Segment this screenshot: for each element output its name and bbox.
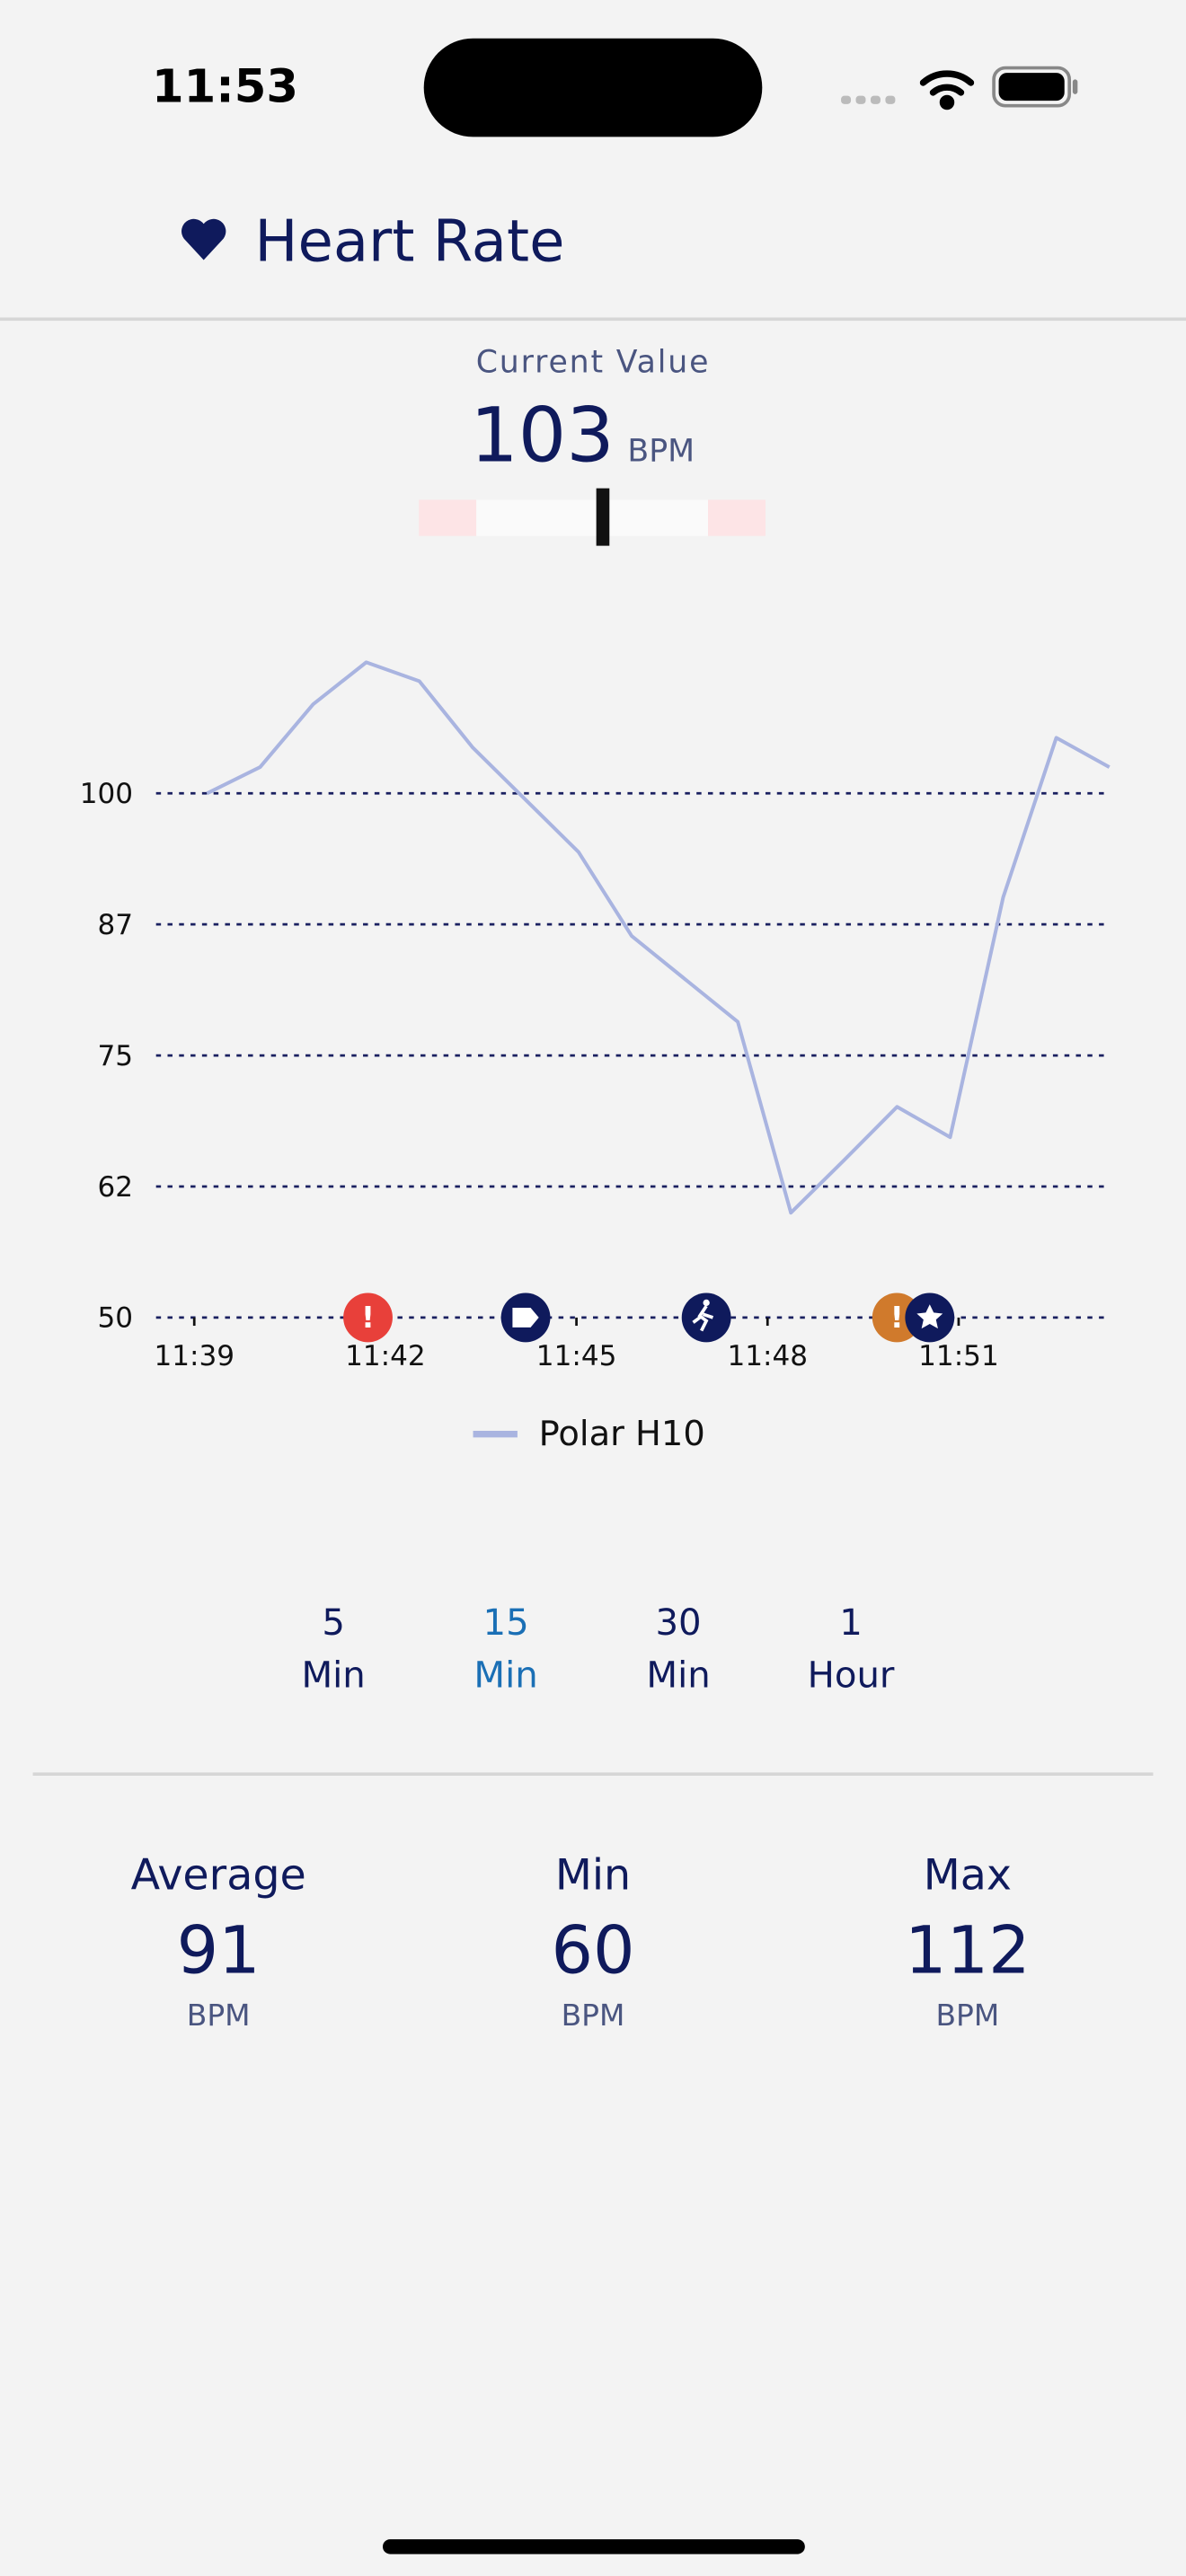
battery-icon <box>992 66 1078 108</box>
range-option[interactable]: 30 Min <box>646 1602 710 1697</box>
warning-event-icon: ! <box>890 1300 904 1335</box>
range-value[interactable]: 5 <box>322 1602 345 1644</box>
activity-event-icon <box>692 1305 714 1332</box>
dynamic-island <box>423 38 763 137</box>
alert-event <box>343 1292 393 1343</box>
stat-unit: BPM <box>187 1998 251 2033</box>
data-line <box>206 660 1111 1215</box>
x-tick-label: 11:45 <box>536 1340 617 1372</box>
status-time: 11:53 <box>152 59 298 113</box>
y-tick-label: 87 <box>98 909 134 941</box>
chart: 50 62 75 87 100 11:39 11:42 11:45 11:48 11:51 Pola… <box>80 660 1111 1454</box>
gauge-low-zone <box>419 499 477 536</box>
range-option[interactable]: 1 Hour <box>808 1602 895 1697</box>
x-tick-label: 11:48 <box>727 1340 808 1372</box>
legend-label: Polar H10 <box>539 1414 705 1454</box>
y-tick-label: 75 <box>98 1040 134 1072</box>
range-value[interactable]: 30 <box>655 1602 701 1644</box>
range-unit[interactable]: Min <box>474 1654 537 1696</box>
range-selector: 5 Min 15 Min 30 Min 1 Hour <box>301 1602 894 1697</box>
current-value: 103 <box>470 392 614 480</box>
range-option[interactable]: 5 Min <box>301 1602 365 1697</box>
tag-event-icon <box>512 1307 539 1328</box>
wifi-icon <box>919 70 975 110</box>
y-tick-label: 62 <box>98 1171 134 1204</box>
stat-label: Average <box>131 1850 306 1900</box>
gauge-marker <box>596 488 610 546</box>
range-unit[interactable]: Min <box>301 1654 365 1696</box>
range-unit[interactable]: Min <box>646 1654 710 1696</box>
event-icons: ! ! <box>343 1292 955 1343</box>
range-value[interactable]: 15 <box>483 1602 529 1644</box>
signal-icon <box>841 95 896 104</box>
stat-unit: BPM <box>562 1998 625 2033</box>
stat-unit: BPM <box>935 1998 999 2033</box>
current-value-unit: BPM <box>627 433 695 469</box>
range-value[interactable]: 1 <box>839 1602 863 1644</box>
activity-event <box>681 1292 731 1343</box>
stat-value: 91 <box>177 1912 261 1989</box>
stat-value: 112 <box>905 1912 1031 1989</box>
current-value-label: Current Value <box>476 345 711 381</box>
alert-event-icon: ! <box>361 1300 375 1335</box>
gauge-normal-zone <box>476 499 708 536</box>
stats: Average 91 BPM Min 60 BPM Max 112 BPM <box>131 1850 1031 2033</box>
stat-label: Min <box>555 1850 631 1900</box>
x-tick-label: 11:42 <box>345 1340 426 1372</box>
home-indicator <box>382 2539 805 2554</box>
page-title: Heart Rate <box>254 209 564 276</box>
y-tick-label: 50 <box>98 1302 134 1335</box>
stat-label: Max <box>924 1850 1012 1900</box>
stat-value: 60 <box>551 1912 634 1989</box>
y-tick-label: 100 <box>80 778 133 810</box>
heart-icon <box>181 218 226 260</box>
range-unit[interactable]: Hour <box>808 1654 895 1696</box>
star-event-icon <box>916 1304 943 1329</box>
x-tick-label: 11:39 <box>154 1340 235 1372</box>
x-tick-label: 11:51 <box>918 1340 999 1372</box>
gauge-high-zone <box>707 499 766 536</box>
range-option[interactable]: 15 Min <box>474 1602 537 1697</box>
